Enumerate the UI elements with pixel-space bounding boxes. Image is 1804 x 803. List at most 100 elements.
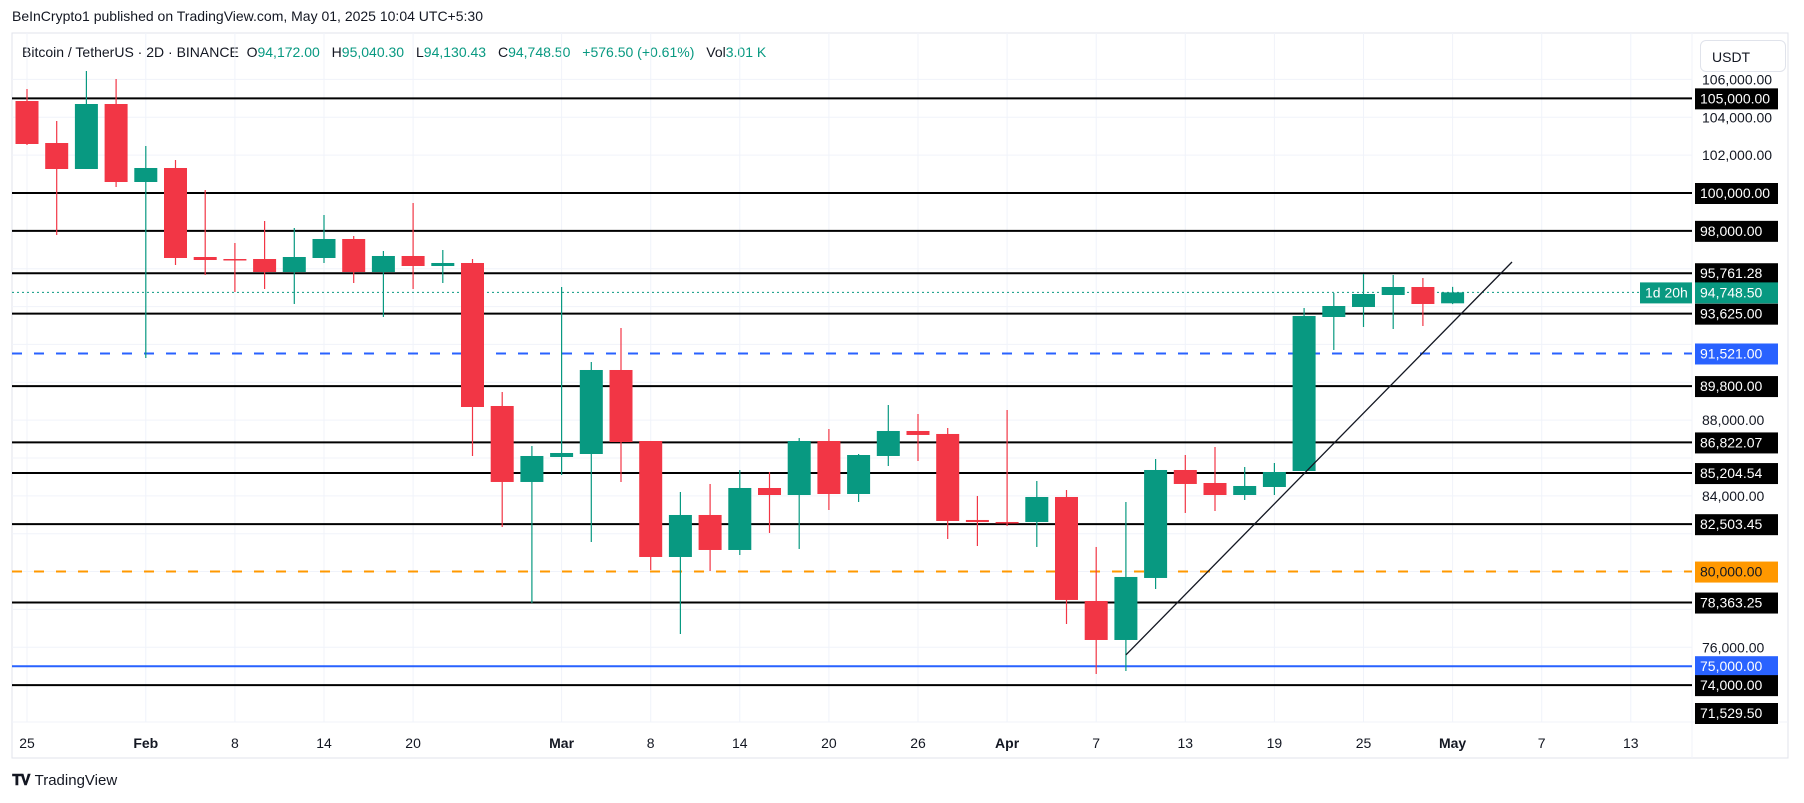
- price-tag: [1695, 514, 1778, 536]
- time-axis-tick: 20: [821, 735, 837, 751]
- tradingview-logo-icon: 𝐓𝐕: [12, 772, 31, 789]
- candle-body-up: [371, 255, 395, 272]
- candle-body-up: [134, 167, 158, 183]
- price-tag: [1695, 656, 1778, 678]
- candle-body-up: [1352, 293, 1375, 307]
- candle-body-down: [461, 262, 484, 407]
- candle-body-up: [1441, 292, 1465, 304]
- volume-value: 3.01 K: [725, 44, 767, 60]
- candle-body-down: [609, 369, 633, 442]
- candle-body-down: [1203, 482, 1227, 495]
- price-axis-tick: 84,000.00: [1702, 488, 1764, 504]
- candle-body-up: [579, 369, 603, 454]
- candle-body-down: [1411, 286, 1435, 304]
- price-tag-label: 75,000.00: [1700, 658, 1762, 674]
- price-axis-tick: 104,000.00: [1702, 109, 1772, 125]
- price-axis-tick: 88,000.00: [1702, 412, 1764, 428]
- time-axis-tick: 19: [1267, 735, 1283, 751]
- candle-body-up: [1292, 315, 1316, 471]
- open-value: 94,172.00: [257, 44, 320, 60]
- time-axis-tick: 25: [19, 735, 35, 751]
- candle-body-down: [401, 255, 425, 267]
- time-axis-tick: 13: [1623, 735, 1639, 751]
- bar-countdown-tag: [1640, 282, 1692, 304]
- price-tag: [1695, 561, 1778, 583]
- candle-body-down: [698, 514, 722, 550]
- candle-body-down: [758, 487, 781, 495]
- candle-body-up: [1262, 471, 1286, 487]
- candle-body-up: [520, 455, 544, 482]
- price-tag-label: 78,363.25: [1700, 595, 1762, 611]
- price-tag: [1695, 343, 1778, 365]
- price-tag: [1695, 463, 1778, 485]
- candle-body-down: [1173, 469, 1197, 484]
- candle-body-down: [906, 430, 930, 435]
- price-tag-label: 71,529.50: [1700, 705, 1762, 721]
- price-tag-label: 82,503.45: [1700, 516, 1762, 532]
- open-label: O: [246, 44, 258, 60]
- price-tag-label: 93,625.00: [1700, 306, 1762, 322]
- price-tag-label: 98,000.00: [1700, 223, 1762, 239]
- chart-frame: [11, 32, 1789, 759]
- candle-body-up: [312, 238, 336, 258]
- candle-body-down: [45, 143, 69, 169]
- symbol-legend: Bitcoin / TetherUS · 2D · BINANCE O94,17…: [22, 44, 774, 60]
- time-axis-tick: 7: [1538, 735, 1546, 751]
- price-tag-label: 91,521.00: [1700, 345, 1762, 361]
- price-tag: [1695, 88, 1778, 110]
- tradingview-logo-text: TradingView: [34, 772, 118, 789]
- symbol-name[interactable]: Bitcoin / TetherUS · 2D · BINANCE: [22, 44, 239, 60]
- price-axis-tick: 106,000.00: [1702, 71, 1772, 87]
- candle-body-down: [965, 519, 989, 522]
- time-axis-tick: 20: [405, 735, 421, 751]
- time-axis-tick: 14: [732, 735, 748, 751]
- time-axis-tick: Apr: [995, 735, 1020, 751]
- candle-body-up: [431, 262, 455, 267]
- time-axis-tick: 26: [910, 735, 926, 751]
- candle-body-up: [1233, 485, 1257, 495]
- candle-body-down: [15, 101, 39, 144]
- candle-body-down: [164, 167, 187, 258]
- currency-button[interactable]: USDT: [1700, 40, 1786, 72]
- time-axis-tick: 14: [316, 735, 332, 751]
- candle-body-up: [787, 440, 811, 495]
- tradingview-logo[interactable]: 𝐓𝐕 TradingView: [12, 772, 117, 789]
- price-tag-label: 89,800.00: [1700, 378, 1762, 394]
- volume-label: Vol: [706, 44, 726, 60]
- candle-body-up: [282, 256, 306, 272]
- price-tag: [1695, 703, 1778, 724]
- price-tag: [1695, 432, 1778, 454]
- time-axis-tick: 8: [231, 735, 239, 751]
- candle-body-up: [876, 430, 900, 456]
- price-axis-tick: 102,000.00: [1702, 147, 1772, 163]
- price-tag: [1695, 183, 1778, 204]
- price-tag-label: 86,822.07: [1700, 434, 1762, 450]
- candle-body-up: [550, 452, 574, 457]
- price-axis-tick: 76,000.00: [1702, 639, 1764, 655]
- price-tag: [1695, 376, 1778, 398]
- candle-body-down: [490, 405, 514, 482]
- price-tag: [1695, 220, 1778, 242]
- time-axis-tick: 25: [1356, 735, 1372, 751]
- close-label: C: [497, 44, 509, 60]
- candle-body-down: [253, 259, 277, 272]
- candle-body-up: [1322, 306, 1346, 317]
- price-tag: [1695, 592, 1778, 614]
- candle-body-down: [342, 238, 366, 272]
- candle-body-down: [1055, 496, 1078, 600]
- price-tag: [1695, 263, 1778, 285]
- candle-body-down: [817, 440, 841, 494]
- candle-body-down: [639, 440, 663, 557]
- time-axis-tick: Mar: [549, 735, 574, 751]
- time-axis-tick: Feb: [133, 735, 158, 751]
- candle-body-down: [995, 521, 1019, 524]
- candle-body-up: [847, 455, 871, 494]
- trendline: [1125, 261, 1513, 656]
- candle-body-down: [223, 259, 247, 261]
- candle-body-down: [104, 104, 128, 183]
- time-axis-tick: 8: [647, 735, 655, 751]
- price-tag: [1695, 303, 1778, 325]
- high-label: H: [331, 44, 342, 60]
- time-axis-tick: 13: [1178, 735, 1194, 751]
